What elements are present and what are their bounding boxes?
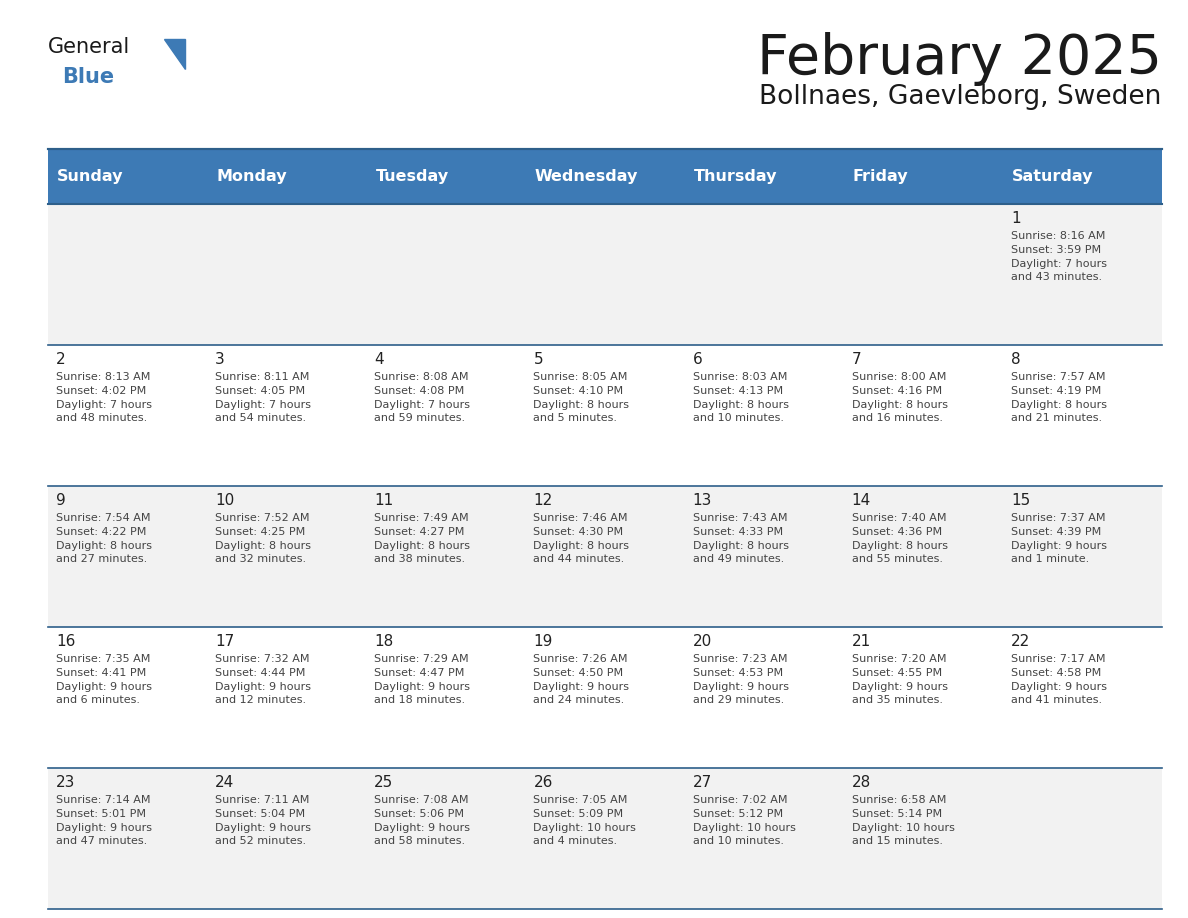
Text: 19: 19	[533, 634, 552, 649]
Text: 24: 24	[215, 775, 234, 790]
Text: 10: 10	[215, 493, 234, 509]
Text: Sunrise: 7:40 AM
Sunset: 4:36 PM
Daylight: 8 hours
and 55 minutes.: Sunrise: 7:40 AM Sunset: 4:36 PM Dayligh…	[852, 513, 948, 565]
Bar	[684, 149, 843, 204]
Text: Sunrise: 7:20 AM
Sunset: 4:55 PM
Daylight: 9 hours
and 35 minutes.: Sunrise: 7:20 AM Sunset: 4:55 PM Dayligh…	[852, 655, 948, 705]
Bar	[48, 486, 1162, 627]
Bar	[48, 204, 1162, 345]
Text: 17: 17	[215, 634, 234, 649]
Text: 5: 5	[533, 353, 543, 367]
Bar	[525, 149, 684, 204]
Text: Sunrise: 8:11 AM
Sunset: 4:05 PM
Daylight: 7 hours
and 54 minutes.: Sunrise: 8:11 AM Sunset: 4:05 PM Dayligh…	[215, 373, 311, 423]
Text: Sunrise: 7:52 AM
Sunset: 4:25 PM
Daylight: 8 hours
and 32 minutes.: Sunrise: 7:52 AM Sunset: 4:25 PM Dayligh…	[215, 513, 311, 565]
Text: 2: 2	[56, 353, 65, 367]
Text: Sunrise: 8:00 AM
Sunset: 4:16 PM
Daylight: 8 hours
and 16 minutes.: Sunrise: 8:00 AM Sunset: 4:16 PM Dayligh…	[852, 373, 948, 423]
Text: Sunrise: 8:16 AM
Sunset: 3:59 PM
Daylight: 7 hours
and 43 minutes.: Sunrise: 8:16 AM Sunset: 3:59 PM Dayligh…	[1011, 231, 1107, 282]
Text: Thursday: Thursday	[694, 169, 777, 184]
Bar	[1003, 149, 1162, 204]
Text: 6: 6	[693, 353, 702, 367]
Text: Sunrise: 7:49 AM
Sunset: 4:27 PM
Daylight: 8 hours
and 38 minutes.: Sunrise: 7:49 AM Sunset: 4:27 PM Dayligh…	[374, 513, 470, 565]
Text: Sunrise: 7:46 AM
Sunset: 4:30 PM
Daylight: 8 hours
and 44 minutes.: Sunrise: 7:46 AM Sunset: 4:30 PM Dayligh…	[533, 513, 630, 565]
Text: Sunrise: 8:05 AM
Sunset: 4:10 PM
Daylight: 8 hours
and 5 minutes.: Sunrise: 8:05 AM Sunset: 4:10 PM Dayligh…	[533, 373, 630, 423]
Text: Saturday: Saturday	[1012, 169, 1094, 184]
Text: 18: 18	[374, 634, 393, 649]
Text: 13: 13	[693, 493, 712, 509]
Text: 26: 26	[533, 775, 552, 790]
Text: Sunrise: 7:57 AM
Sunset: 4:19 PM
Daylight: 8 hours
and 21 minutes.: Sunrise: 7:57 AM Sunset: 4:19 PM Dayligh…	[1011, 373, 1107, 423]
Text: Friday: Friday	[853, 169, 909, 184]
Bar	[48, 767, 1162, 909]
Text: 9: 9	[56, 493, 65, 509]
Text: Sunrise: 7:26 AM
Sunset: 4:50 PM
Daylight: 9 hours
and 24 minutes.: Sunrise: 7:26 AM Sunset: 4:50 PM Dayligh…	[533, 655, 630, 705]
Polygon shape	[164, 39, 185, 69]
Text: Sunrise: 8:13 AM
Sunset: 4:02 PM
Daylight: 7 hours
and 48 minutes.: Sunrise: 8:13 AM Sunset: 4:02 PM Dayligh…	[56, 373, 152, 423]
Text: 12: 12	[533, 493, 552, 509]
Text: Monday: Monday	[216, 169, 286, 184]
Text: Sunrise: 6:58 AM
Sunset: 5:14 PM
Daylight: 10 hours
and 15 minutes.: Sunrise: 6:58 AM Sunset: 5:14 PM Dayligh…	[852, 795, 955, 846]
Text: Sunrise: 7:14 AM
Sunset: 5:01 PM
Daylight: 9 hours
and 47 minutes.: Sunrise: 7:14 AM Sunset: 5:01 PM Dayligh…	[56, 795, 152, 846]
Bar	[48, 149, 207, 204]
Text: Tuesday: Tuesday	[375, 169, 449, 184]
Text: Blue: Blue	[62, 67, 114, 87]
Text: Sunrise: 7:08 AM
Sunset: 5:06 PM
Daylight: 9 hours
and 58 minutes.: Sunrise: 7:08 AM Sunset: 5:06 PM Dayligh…	[374, 795, 470, 846]
Text: 16: 16	[56, 634, 75, 649]
Text: 8: 8	[1011, 353, 1020, 367]
Text: 27: 27	[693, 775, 712, 790]
Text: Sunrise: 7:11 AM
Sunset: 5:04 PM
Daylight: 9 hours
and 52 minutes.: Sunrise: 7:11 AM Sunset: 5:04 PM Dayligh…	[215, 795, 311, 846]
Text: 22: 22	[1011, 634, 1030, 649]
Text: Bollnaes, Gaevleborg, Sweden: Bollnaes, Gaevleborg, Sweden	[759, 84, 1162, 110]
Text: 7: 7	[852, 353, 861, 367]
Bar	[207, 149, 366, 204]
Text: 20: 20	[693, 634, 712, 649]
Text: Sunrise: 7:29 AM
Sunset: 4:47 PM
Daylight: 9 hours
and 18 minutes.: Sunrise: 7:29 AM Sunset: 4:47 PM Dayligh…	[374, 655, 470, 705]
Text: Sunrise: 7:54 AM
Sunset: 4:22 PM
Daylight: 8 hours
and 27 minutes.: Sunrise: 7:54 AM Sunset: 4:22 PM Dayligh…	[56, 513, 152, 565]
Text: General: General	[48, 37, 129, 57]
Text: Sunrise: 7:23 AM
Sunset: 4:53 PM
Daylight: 9 hours
and 29 minutes.: Sunrise: 7:23 AM Sunset: 4:53 PM Dayligh…	[693, 655, 789, 705]
Text: Sunrise: 7:05 AM
Sunset: 5:09 PM
Daylight: 10 hours
and 4 minutes.: Sunrise: 7:05 AM Sunset: 5:09 PM Dayligh…	[533, 795, 637, 846]
Text: 15: 15	[1011, 493, 1030, 509]
Text: 25: 25	[374, 775, 393, 790]
Bar	[48, 627, 1162, 767]
Text: 14: 14	[852, 493, 871, 509]
Text: Sunrise: 7:02 AM
Sunset: 5:12 PM
Daylight: 10 hours
and 10 minutes.: Sunrise: 7:02 AM Sunset: 5:12 PM Dayligh…	[693, 795, 796, 846]
Text: 1: 1	[1011, 211, 1020, 226]
Text: Sunrise: 7:17 AM
Sunset: 4:58 PM
Daylight: 9 hours
and 41 minutes.: Sunrise: 7:17 AM Sunset: 4:58 PM Dayligh…	[1011, 655, 1107, 705]
Text: Sunrise: 8:03 AM
Sunset: 4:13 PM
Daylight: 8 hours
and 10 minutes.: Sunrise: 8:03 AM Sunset: 4:13 PM Dayligh…	[693, 373, 789, 423]
Text: Sunday: Sunday	[57, 169, 124, 184]
Text: Sunrise: 7:32 AM
Sunset: 4:44 PM
Daylight: 9 hours
and 12 minutes.: Sunrise: 7:32 AM Sunset: 4:44 PM Dayligh…	[215, 655, 311, 705]
Text: Sunrise: 7:37 AM
Sunset: 4:39 PM
Daylight: 9 hours
and 1 minute.: Sunrise: 7:37 AM Sunset: 4:39 PM Dayligh…	[1011, 513, 1107, 565]
Text: Wednesday: Wednesday	[535, 169, 638, 184]
Text: Sunrise: 8:08 AM
Sunset: 4:08 PM
Daylight: 7 hours
and 59 minutes.: Sunrise: 8:08 AM Sunset: 4:08 PM Dayligh…	[374, 373, 470, 423]
Text: February 2025: February 2025	[757, 32, 1162, 86]
Bar	[843, 149, 1003, 204]
Text: 28: 28	[852, 775, 871, 790]
Text: 23: 23	[56, 775, 75, 790]
Text: Sunrise: 7:35 AM
Sunset: 4:41 PM
Daylight: 9 hours
and 6 minutes.: Sunrise: 7:35 AM Sunset: 4:41 PM Dayligh…	[56, 655, 152, 705]
Text: 21: 21	[852, 634, 871, 649]
Text: 4: 4	[374, 353, 384, 367]
Text: Sunrise: 7:43 AM
Sunset: 4:33 PM
Daylight: 8 hours
and 49 minutes.: Sunrise: 7:43 AM Sunset: 4:33 PM Dayligh…	[693, 513, 789, 565]
Bar	[48, 345, 1162, 486]
Text: 11: 11	[374, 493, 393, 509]
Bar	[366, 149, 525, 204]
Text: 3: 3	[215, 353, 225, 367]
